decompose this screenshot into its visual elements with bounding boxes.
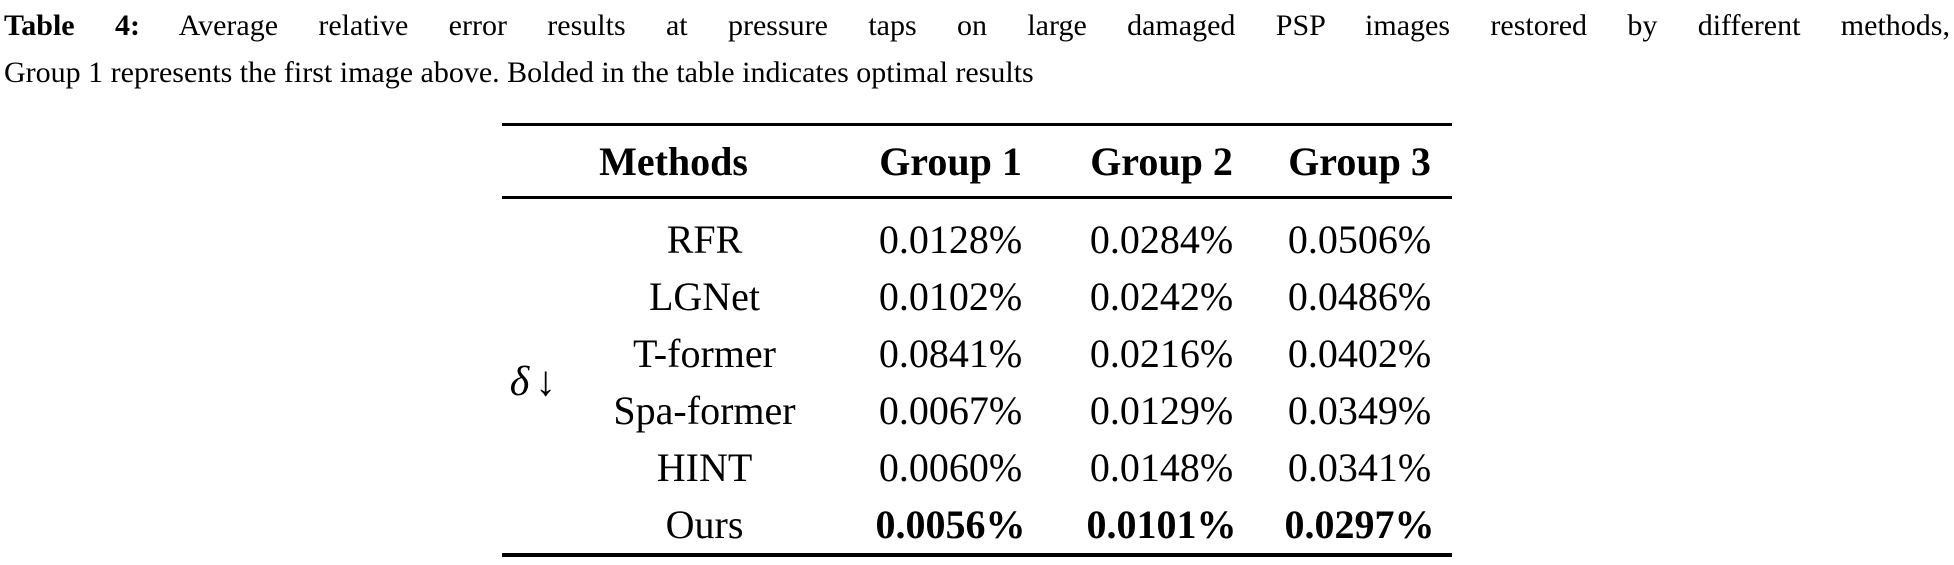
value-cell: 0.0402% xyxy=(1287,331,1432,376)
method-name-cell: Spa-former xyxy=(613,388,796,433)
delta-symbol: δ xyxy=(509,359,530,405)
caption-text-line2: Group 1 represents the first image above… xyxy=(4,56,1034,89)
value-cell: 0.0128% xyxy=(878,217,1023,262)
table-row: δ ↓ RFR 0.0128% 0.0284% 0.0506% xyxy=(502,198,1452,403)
value-cell: 0.0486% xyxy=(1287,274,1432,319)
down-arrow-icon: ↓ xyxy=(535,359,557,405)
value-cell: 0.0242% xyxy=(1089,274,1234,319)
value-cell: 0.0148% xyxy=(1089,445,1234,490)
caption-text-line1: Average relative error results at pressu… xyxy=(178,9,1950,42)
table-row: Spa-former 0.0067% 0.0129% 0.0349% xyxy=(502,382,1452,439)
group2-header-cell: Group 2 xyxy=(1056,124,1268,199)
table-row: LGNet 0.0102% 0.0242% 0.0486% xyxy=(502,268,1452,325)
method-name-cell: RFR xyxy=(666,217,743,262)
delta-row-label: δ ↓ xyxy=(502,198,564,556)
value-cell: 0.0506% xyxy=(1287,217,1432,262)
value-cell: 0.0341% xyxy=(1287,445,1432,490)
value-cell: 0.0349% xyxy=(1287,388,1432,433)
value-cell: 0.0067% xyxy=(878,388,1023,433)
value-cell: 0.0284% xyxy=(1089,217,1234,262)
method-name-cell: LGNet xyxy=(648,274,761,319)
caption-line-1: Table 4: Average relative error results … xyxy=(4,2,1950,49)
value-cell-optimal: 0.0056% xyxy=(875,502,1026,547)
methods-header-cell: Methods xyxy=(502,124,846,199)
table-row: Ours 0.0056% 0.0101% 0.0297% xyxy=(502,496,1452,555)
method-name-cell: T-former xyxy=(633,331,776,376)
method-name-cell: Ours xyxy=(665,502,744,547)
value-cell-optimal: 0.0297% xyxy=(1284,502,1435,547)
table-row: HINT 0.0060% 0.0148% 0.0341% xyxy=(502,439,1452,496)
table-caption: Table 4: Average relative error results … xyxy=(4,2,1950,96)
header-row: Methods Group 1 Group 2 Group 3 xyxy=(502,124,1453,199)
value-cell: 0.0060% xyxy=(878,445,1023,490)
value-cell: 0.0129% xyxy=(1089,388,1234,433)
value-cell-optimal: 0.0101% xyxy=(1086,502,1237,547)
caption-line-2: Group 1 represents the first image above… xyxy=(4,49,1950,96)
results-table: Methods Group 1 Group 2 Group 3 δ ↓ RFR 0… xyxy=(502,123,1453,557)
group3-header-cell: Group 3 xyxy=(1267,124,1453,199)
group1-header-cell: Group 1 xyxy=(845,124,1057,199)
caption-table-number: Table 4: xyxy=(4,9,140,42)
value-cell: 0.0841% xyxy=(878,331,1023,376)
value-cell: 0.0216% xyxy=(1089,331,1234,376)
value-cell: 0.0102% xyxy=(878,274,1023,319)
method-name-cell: HINT xyxy=(656,445,753,490)
table-row: T-former 0.0841% 0.0216% 0.0402% xyxy=(502,325,1452,382)
